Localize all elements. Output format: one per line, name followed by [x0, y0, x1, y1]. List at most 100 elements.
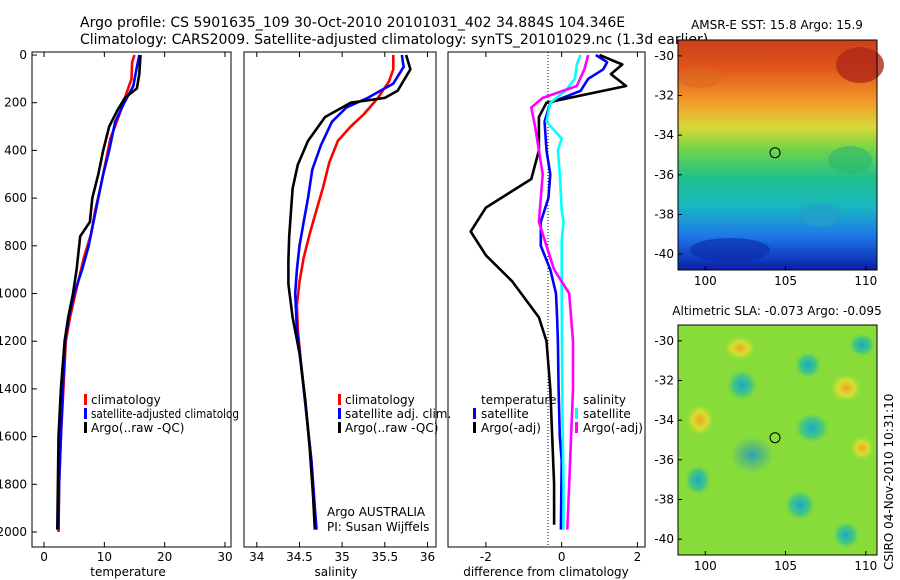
lat-tick-label: -38: [654, 492, 674, 506]
lon-tick-label: 100: [694, 274, 717, 288]
x-tick-label: -2: [480, 550, 492, 564]
y-tick-label: 2000: [0, 525, 27, 539]
series-line-salinity-satellite: [545, 54, 582, 530]
legend-swatch-black: [473, 422, 476, 433]
x-tick-label: 10: [97, 550, 112, 564]
legend-label: Argo(-adj): [583, 421, 643, 435]
lat-tick-label: -40: [654, 532, 674, 546]
sla-map: [677, 324, 878, 556]
difference-axis-label: difference from climatology: [463, 565, 629, 579]
salinity-plot: 34 34.5 35 35.5 36: [249, 52, 435, 564]
legend-label: satellite: [583, 407, 631, 421]
temperature-plot-frame: [31, 51, 232, 548]
legend-label: climatology: [91, 393, 161, 407]
sla-high-patch: [724, 336, 756, 360]
x-tick-label: 20: [157, 550, 172, 564]
legend-label: satellite: [481, 407, 529, 421]
y-tick-label: 600: [4, 191, 27, 205]
sla-low-patch: [848, 333, 876, 357]
argo-location-marker: [769, 147, 781, 159]
annotation-argo-australia: Argo AUSTRALIA: [327, 505, 426, 519]
legend-swatch-cyan: [575, 408, 578, 419]
sla-map-axes: 100 105 110 -30 -32 -34 -36 -38 -40: [654, 334, 877, 573]
series-line-climatology: [57, 54, 136, 533]
y-tick-label: 1600: [0, 430, 27, 444]
y-tick-label: 400: [4, 143, 27, 157]
lat-tick-label: -36: [654, 168, 674, 182]
temperature-plot: 0 10 20 30: [32, 52, 233, 564]
sst-map: [677, 39, 884, 271]
series-line-satellite-adjusted-climatolog: [57, 54, 141, 530]
legend-label: satellite-adjusted climatolog: [91, 407, 239, 421]
lon-tick-label: 105: [774, 274, 797, 288]
sla-low-patch: [726, 369, 758, 401]
sst-cool-patch: [828, 146, 872, 174]
legend-label: climatology: [345, 393, 415, 407]
sst-cool-patch: [800, 203, 840, 227]
legend-swatch-blue: [473, 408, 476, 419]
x-tick-label: 34: [249, 550, 264, 564]
series-line-argo-raw-qc-: [287, 54, 412, 530]
header-line-1: Argo profile: CS 5901635_109 30-Oct-2010…: [80, 15, 625, 31]
sst-map-title: AMSR-E SST: 15.8 Argo: 15.9: [691, 18, 863, 32]
sla-low-patch: [684, 464, 712, 496]
salinity-axis-label: salinity: [314, 565, 357, 579]
difference-plot: -2 0 2: [469, 52, 641, 564]
salinity-plot-frame: [243, 51, 437, 548]
y-tick-label: 0: [19, 48, 27, 62]
x-tick-label: 36: [420, 550, 435, 564]
sla-low-patch: [730, 437, 774, 473]
credit-text: CSIRO 04-Nov-2010 10:31:10: [882, 394, 896, 570]
sla-high-patch: [850, 436, 874, 460]
sst-map-frame: [677, 39, 878, 271]
legend-swatch-blue: [84, 408, 87, 419]
sla-low-patch: [794, 412, 830, 444]
y-tick-label: 1000: [0, 287, 27, 301]
legend-label: satellite adj. clim.: [345, 407, 451, 421]
sla-low-patch: [832, 521, 860, 549]
sst-warm-patch: [678, 68, 722, 88]
y-tick-label: 1400: [0, 382, 27, 396]
lon-tick-label: 100: [694, 559, 717, 573]
salinity-legend: climatology satellite adj. clim. Argo(..…: [338, 393, 451, 435]
legend-swatch-black: [84, 422, 87, 433]
difference-legend: temperature satellite Argo(-adj) salinit…: [473, 393, 643, 435]
lat-tick-label: -34: [654, 128, 674, 142]
x-tick-label: 0: [558, 550, 566, 564]
legend-heading-salinity: salinity: [583, 393, 626, 407]
legend-swatch-blue: [338, 408, 341, 419]
legend-swatch-magenta: [575, 422, 578, 433]
series-line-temperature-argo-adj-: [469, 53, 628, 525]
series-line-salinity-argo-adj-: [529, 54, 590, 530]
sst-map-axes: 100 105 110 -30 -32 -34 -36 -38 -40: [654, 49, 877, 288]
lat-tick-label: -32: [654, 89, 674, 103]
y-tick-label: 200: [4, 96, 27, 110]
depth-axis: 0 200 400 600 800 1000 1200 1400 1600 1800 2000: [0, 48, 27, 539]
legend-label: Argo(..raw -QC): [91, 421, 184, 435]
sla-high-patch: [686, 404, 714, 436]
legend-label: Argo(..raw -QC): [345, 421, 438, 435]
lat-tick-label: -30: [654, 49, 674, 63]
y-tick-label: 800: [4, 239, 27, 253]
lon-tick-label: 105: [774, 559, 797, 573]
x-tick-label: 35.5: [371, 550, 398, 564]
x-tick-label: 0: [40, 550, 48, 564]
legend-label: Argo(-adj): [481, 421, 541, 435]
lat-tick-label: -38: [654, 207, 674, 221]
x-tick-label: 30: [217, 550, 232, 564]
lon-tick-label: 110: [854, 559, 877, 573]
sla-map-title: Altimetric SLA: -0.073 Argo: -0.095: [672, 304, 881, 318]
lat-tick-label: -32: [654, 374, 674, 388]
temperature-legend: climatology satellite-adjusted climatolo…: [84, 393, 239, 435]
lon-tick-label: 110: [854, 274, 877, 288]
legend-heading-temperature: temperature: [481, 393, 556, 407]
series-line-argo-raw-qc-: [56, 54, 142, 530]
difference-plot-frame: [447, 51, 646, 548]
x-tick-label: 34.5: [286, 550, 313, 564]
sst-warm-patch: [836, 47, 884, 83]
legend-swatch-red: [84, 394, 87, 405]
x-tick-label: 35: [334, 550, 349, 564]
legend-swatch-red: [338, 394, 341, 405]
annotation-pi: PI: Susan Wijffels: [327, 520, 429, 534]
